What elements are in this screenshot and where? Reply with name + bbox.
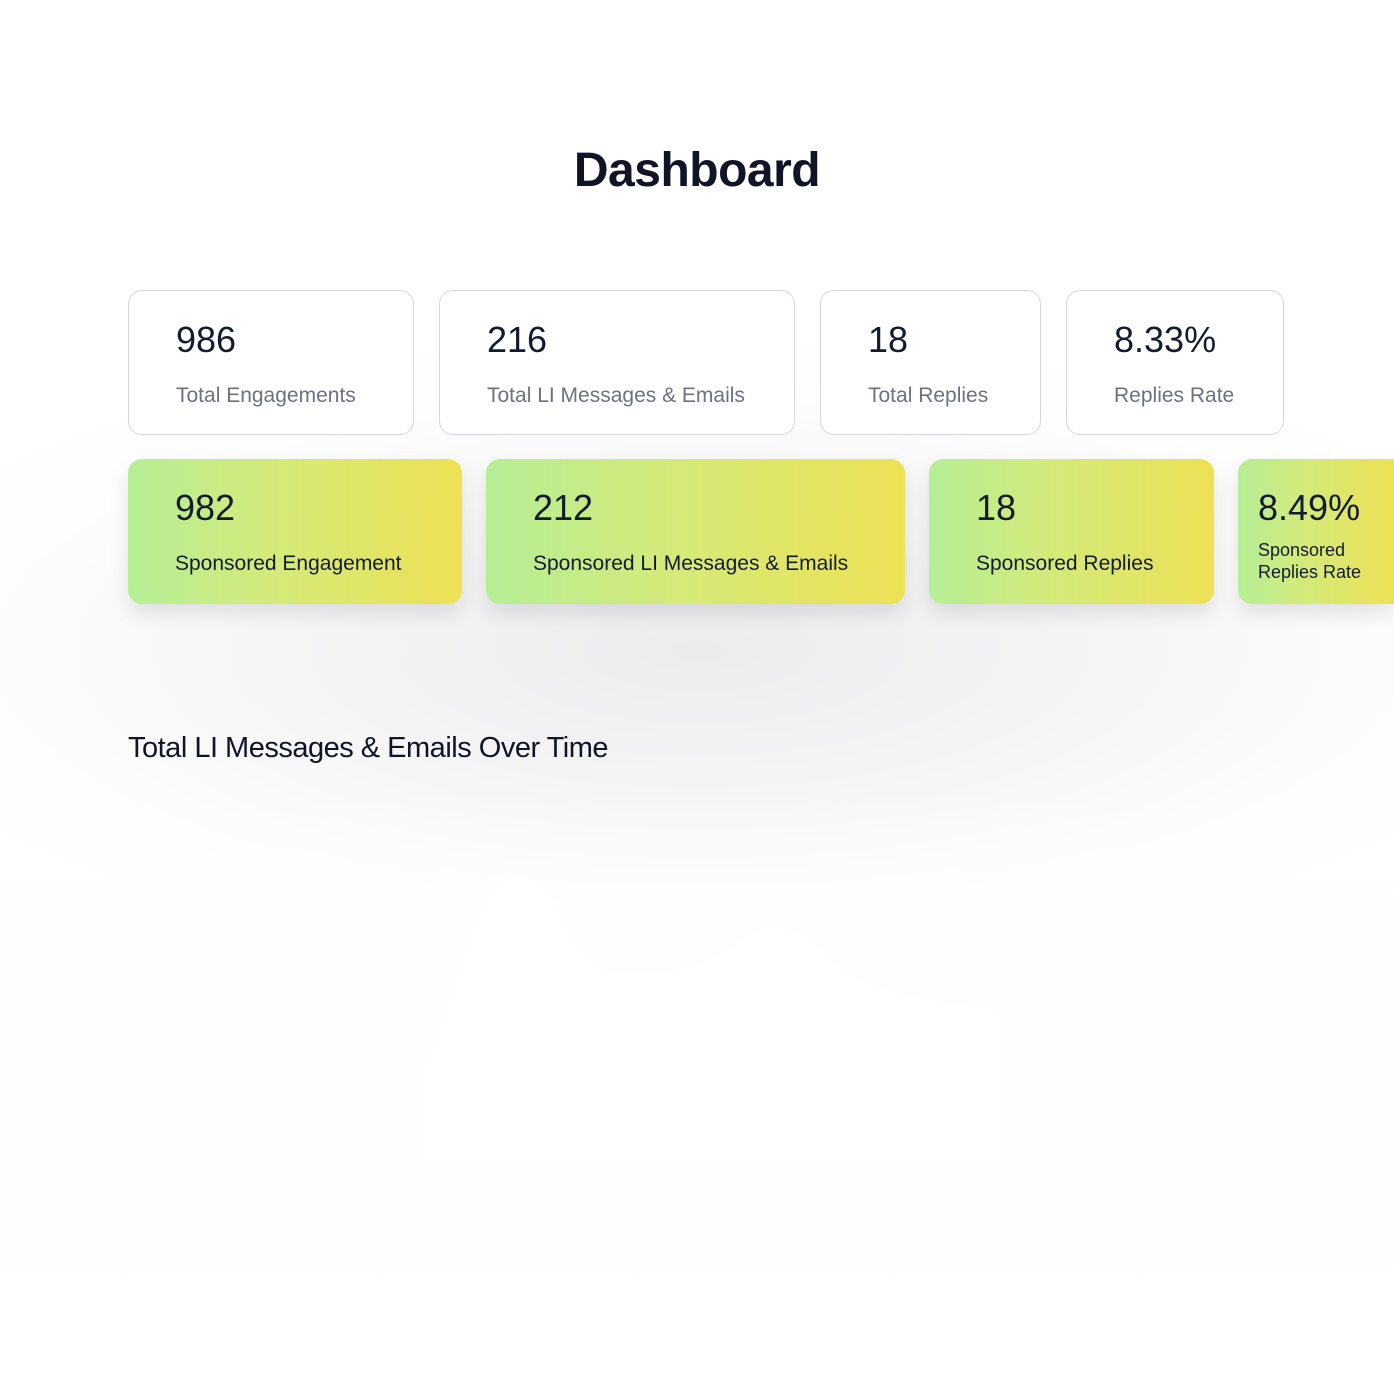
stat-value: 982 bbox=[175, 487, 236, 528]
stat-card-sponsored-engagement: 982 Sponsored Engagement bbox=[128, 459, 462, 604]
stat-label: Sponsored LI Messages & Emails bbox=[533, 552, 849, 575]
stat-value: 216 bbox=[487, 319, 548, 360]
stat-card-total-messages: 216 Total LI Messages & Emails bbox=[439, 290, 795, 435]
stat-card-sponsored-replies-rate: 8.49% Sponsored Replies Rate bbox=[1238, 459, 1394, 604]
stat-value: 212 bbox=[533, 487, 594, 528]
stat-card-total-engagements: 986 Total Engagements bbox=[128, 290, 414, 435]
stat-value: 18 bbox=[868, 319, 909, 360]
stat-label: Replies Rate bbox=[1114, 384, 1235, 407]
stat-card-sponsored-messages: 212 Sponsored LI Messages & Emails bbox=[486, 459, 905, 604]
stat-card-total-replies: 18 Total Replies bbox=[820, 290, 1041, 435]
stat-label: Total Replies bbox=[868, 384, 989, 407]
stat-value: 8.49% bbox=[1258, 487, 1361, 528]
stat-label: Sponsored Replies Rate bbox=[1258, 540, 1362, 582]
chart-section-title: Total LI Messages & Emails Over Time bbox=[128, 732, 609, 764]
stat-card-sponsored-replies: 18 Sponsored Replies bbox=[929, 459, 1214, 604]
chart-area-placeholder bbox=[420, 874, 1000, 1160]
stat-value: 986 bbox=[176, 319, 237, 360]
stat-card-replies-rate: 8.33% Replies Rate bbox=[1066, 290, 1284, 435]
stat-label: Total LI Messages & Emails bbox=[487, 384, 745, 407]
page-title: Dashboard bbox=[573, 144, 821, 197]
chart-area-shape bbox=[420, 874, 1000, 1160]
stat-label: Sponsored Replies bbox=[976, 552, 1154, 575]
stat-value: 8.33% bbox=[1114, 319, 1217, 360]
stat-label: Sponsored Engagement bbox=[175, 552, 402, 575]
stat-value: 18 bbox=[976, 487, 1017, 528]
stat-label: Total Engagements bbox=[176, 384, 356, 407]
